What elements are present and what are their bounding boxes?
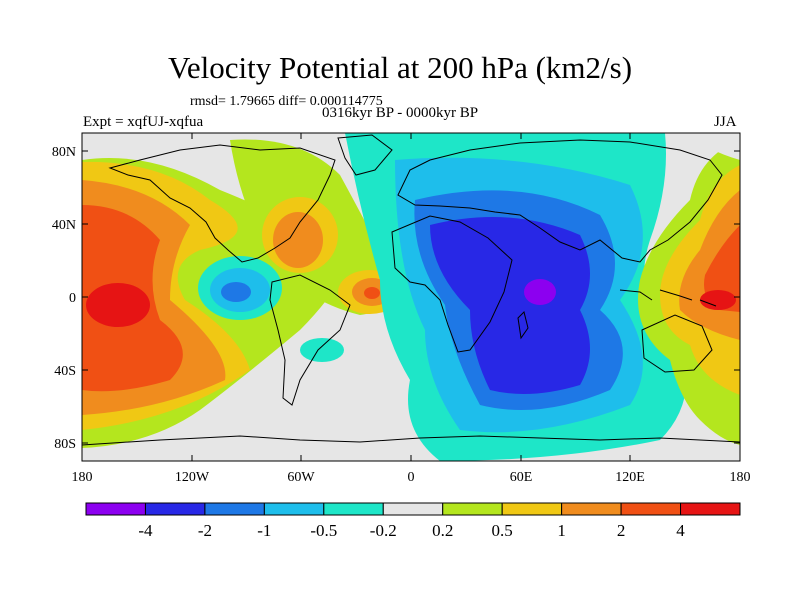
eurasia-coastline xyxy=(397,139,723,263)
maritime-continent-coastline xyxy=(619,289,717,307)
coastlines xyxy=(82,134,740,446)
lon-tick-label: 120E xyxy=(615,470,645,485)
colorbar-swatch xyxy=(323,502,384,516)
colorbar-label: 0.2 xyxy=(432,521,453,540)
colorbar-label: -0.5 xyxy=(310,521,337,540)
colorbar xyxy=(85,502,741,516)
colorbar-label: 0.5 xyxy=(492,521,513,540)
stats-text: rmsd= 1.79665 diff= 0.000114775 xyxy=(190,94,383,109)
colorbar-label: -0.2 xyxy=(370,521,397,540)
colorbar-swatch xyxy=(501,502,563,516)
lat-tick-label: 40N xyxy=(52,218,76,233)
lat-tick-label: 0 xyxy=(69,291,76,306)
lon-tick-label: 180 xyxy=(730,470,751,485)
south-america-coastline xyxy=(269,274,351,406)
colorbar-swatch xyxy=(204,502,265,516)
colorbar-label: -1 xyxy=(257,521,271,540)
colorbar-swatch xyxy=(442,502,503,516)
subtitle: 0316kyr BP - 0000kyr BP xyxy=(322,105,479,121)
colorbar-label: -4 xyxy=(138,521,153,540)
season-label: JJA xyxy=(714,114,737,130)
latitude-tick-marks xyxy=(82,150,740,444)
lat-tick-label: 80N xyxy=(52,145,76,160)
australia-coastline xyxy=(641,314,713,373)
colorbar-swatch xyxy=(680,502,741,516)
antarctica-coastline xyxy=(82,435,740,446)
lon-tick-label: 60W xyxy=(287,470,315,485)
colorbar-label: -2 xyxy=(198,521,212,540)
experiment-label: Expt = xqfUJ-xqfua xyxy=(83,114,204,130)
north-america-coastline xyxy=(108,144,336,263)
lat-tick-label: 40S xyxy=(54,364,76,379)
page-title: Velocity Potential at 200 hPa (km2/s) xyxy=(167,50,633,85)
velocity-potential-field xyxy=(82,133,740,461)
colorbar-swatch xyxy=(620,502,682,516)
greenland-coastline xyxy=(337,134,393,176)
colorbar-swatch xyxy=(561,502,622,516)
colorbar-labels: -4 -2 -1 -0.5 -0.2 0.2 0.5 1 2 4 xyxy=(138,521,685,540)
africa-coastline xyxy=(391,215,513,353)
colorbar-swatch xyxy=(382,502,444,516)
lon-tick-label: 120W xyxy=(175,470,210,485)
lon-tick-label: 180 xyxy=(72,470,93,485)
colorbar-label: 4 xyxy=(676,521,685,540)
lon-tick-label: 0 xyxy=(408,470,415,485)
colorbar-swatch xyxy=(144,502,206,516)
colorbar-label: 2 xyxy=(617,521,626,540)
lat-tick-label: 80S xyxy=(54,437,76,452)
lon-tick-label: 60E xyxy=(510,470,533,485)
colorbar-swatch xyxy=(85,502,146,516)
colorbar-label: 1 xyxy=(557,521,566,540)
colorbar-swatch xyxy=(263,502,325,516)
madagascar-coastline xyxy=(517,311,529,340)
longitude-tick-marks xyxy=(81,133,741,461)
